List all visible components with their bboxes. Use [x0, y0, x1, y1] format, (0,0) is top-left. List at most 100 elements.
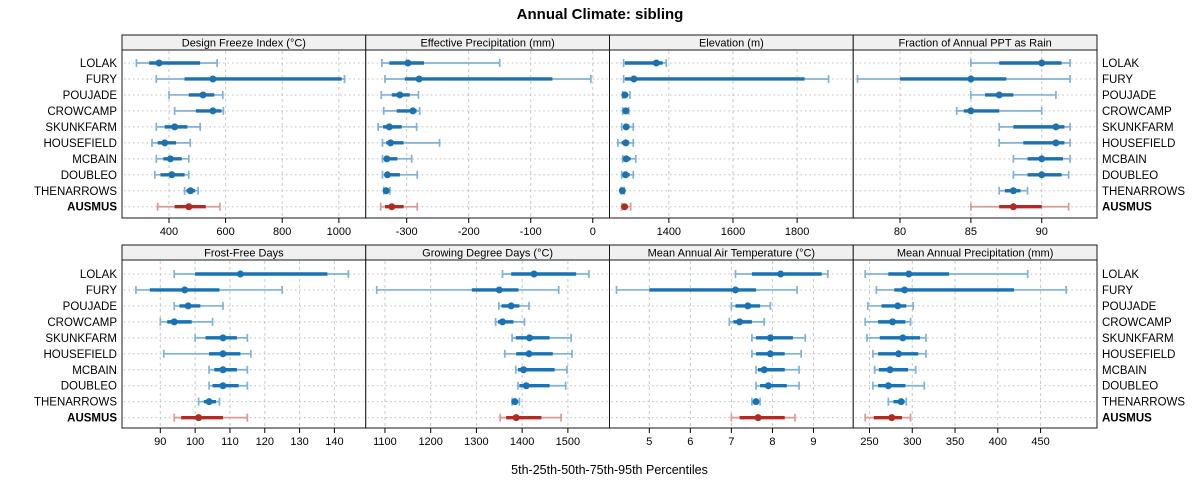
median-dot	[530, 270, 538, 278]
median-dot	[760, 366, 768, 374]
axis-tick-label: 80	[894, 226, 906, 238]
site-label-right: DOUBLEO	[1102, 170, 1158, 182]
site-label-left: FURY	[86, 74, 117, 86]
median-dot	[184, 302, 192, 310]
median-dot	[383, 171, 391, 179]
median-dot	[409, 107, 417, 115]
median-dot	[236, 270, 244, 278]
site-label-left: SKUNKFARM	[45, 333, 117, 345]
median-dot	[511, 398, 519, 406]
site-label-right: POUJADE	[1102, 90, 1157, 102]
median-dot	[161, 139, 169, 147]
panel-body	[852, 49, 1098, 219]
median-dot	[897, 398, 905, 406]
axis-tick-label: 1600	[721, 226, 745, 238]
panel-title: Frost-Free Days	[204, 248, 284, 260]
median-dot	[766, 350, 774, 358]
median-dot	[219, 350, 227, 358]
median-dot	[752, 398, 760, 406]
axis-tick-label: 1200	[418, 436, 442, 448]
site-label-left: CROWCAMP	[47, 106, 117, 118]
median-dot	[181, 286, 189, 294]
site-label-right: AUSMUS	[1102, 413, 1152, 425]
median-dot	[888, 414, 896, 422]
median-dot	[995, 91, 1003, 99]
axis-tick-label: 5	[646, 436, 652, 448]
site-label-right: THENARROWS	[1102, 186, 1185, 198]
panel-body	[852, 259, 1098, 429]
median-dot	[387, 139, 395, 147]
axis-tick-label: 120	[256, 436, 274, 448]
axis-tick-label: 8	[769, 436, 775, 448]
median-dot	[1009, 203, 1017, 211]
axis-tick-label: 90	[1036, 226, 1048, 238]
axis-tick-label: -300	[396, 226, 418, 238]
panel-body	[121, 49, 367, 219]
median-dot	[219, 366, 227, 374]
median-dot	[764, 382, 772, 390]
site-label-left: AUSMUS	[67, 413, 117, 425]
site-label-left: HOUSEFIELD	[44, 349, 118, 361]
site-label-left: POUJADE	[63, 301, 118, 313]
median-dot	[895, 350, 903, 358]
median-dot	[899, 334, 907, 342]
median-dot	[507, 302, 515, 310]
median-dot	[185, 203, 193, 211]
panel-body	[365, 49, 610, 219]
median-dot	[766, 334, 774, 342]
median-dot	[415, 75, 423, 83]
site-label-left: MCBAIN	[72, 154, 117, 166]
axis-tick-label: 1100	[373, 436, 397, 448]
site-label-right: FURY	[1102, 285, 1133, 297]
median-dot	[168, 171, 176, 179]
panel-title: Elevation (m)	[699, 38, 764, 50]
median-dot	[777, 270, 785, 278]
median-dot	[209, 107, 217, 115]
median-dot	[383, 155, 391, 163]
axis-tick-label: 140	[325, 436, 343, 448]
axis-tick-label: 7	[728, 436, 734, 448]
panel-title: Design Freeze Index (°C)	[182, 38, 306, 50]
site-label-left: LOLAK	[80, 58, 117, 70]
median-dot	[630, 75, 638, 83]
median-dot	[736, 318, 744, 326]
median-dot	[1009, 187, 1017, 195]
x-axis-caption: 5th-25th-50th-75th-95th Percentiles	[511, 463, 708, 477]
median-dot	[396, 91, 404, 99]
axis-tick-label: 0	[590, 226, 596, 238]
axis-tick-label: 350	[946, 436, 964, 448]
axis-tick-label: 450	[1031, 436, 1049, 448]
median-dot	[155, 59, 163, 67]
site-label-right: CROWCAMP	[1102, 317, 1172, 329]
panel-title: Fraction of Annual PPT as Rain	[898, 38, 1051, 50]
median-dot	[525, 334, 533, 342]
median-dot	[199, 91, 207, 99]
panel-body	[365, 259, 610, 429]
median-dot	[166, 155, 174, 163]
panel-title: Mean Annual Air Temperature (°C)	[648, 248, 815, 260]
site-label-left: HOUSEFIELD	[44, 138, 118, 150]
median-dot	[754, 414, 762, 422]
median-dot	[889, 318, 897, 326]
axis-tick-label: 1400	[657, 226, 681, 238]
panel-body	[609, 49, 854, 219]
site-label-right: MCBAIN	[1102, 154, 1147, 166]
median-dot	[905, 270, 913, 278]
median-dot	[886, 366, 894, 374]
median-dot	[618, 187, 626, 195]
axis-tick-label: 6	[687, 436, 693, 448]
site-label-right: HOUSEFIELD	[1102, 349, 1176, 361]
site-label-right: SKUNKFARM	[1102, 333, 1174, 345]
site-label-right: FURY	[1102, 74, 1133, 86]
median-dot	[388, 203, 396, 211]
panel-title: Growing Degree Days (°C)	[422, 248, 553, 260]
median-dot	[382, 187, 390, 195]
median-dot	[522, 382, 530, 390]
site-label-right: MCBAIN	[1102, 365, 1147, 377]
median-dot	[209, 75, 217, 83]
median-dot	[1052, 139, 1060, 147]
median-dot	[621, 91, 629, 99]
axis-tick-label: 110	[221, 436, 239, 448]
